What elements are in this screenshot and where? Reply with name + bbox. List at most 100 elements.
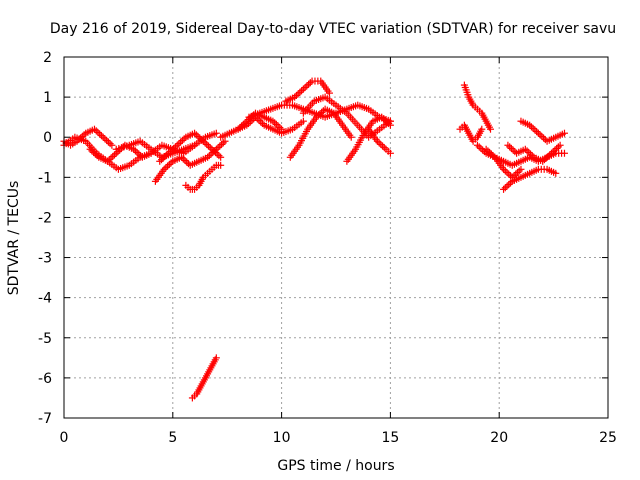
data-point <box>541 136 549 144</box>
data-point <box>552 169 560 177</box>
data-point <box>501 167 509 175</box>
data-point <box>517 165 525 173</box>
y-tick-label: 1 <box>43 90 52 106</box>
data-point <box>108 141 116 149</box>
data-point <box>99 133 107 141</box>
data-point <box>500 185 508 193</box>
data-point <box>501 184 509 192</box>
data-point <box>531 126 539 134</box>
data-point <box>179 155 187 163</box>
data-point <box>192 131 200 139</box>
x-tick-label: 5 <box>168 430 177 446</box>
data-point <box>473 141 481 149</box>
data-point <box>110 151 118 159</box>
data-point <box>218 140 226 148</box>
data-point <box>554 143 562 151</box>
data-point <box>503 169 511 177</box>
data-points <box>60 77 568 402</box>
data-point <box>529 124 537 132</box>
data-point <box>106 140 114 148</box>
y-tick-label: -4 <box>38 291 52 307</box>
y-tick-label: -2 <box>38 210 52 226</box>
data-point <box>475 143 483 151</box>
data-point <box>523 147 531 155</box>
data-point <box>204 142 212 150</box>
grid-lines <box>64 57 608 418</box>
chart-title: Day 216 of 2019, Sidereal Day-to-day VTE… <box>50 21 616 37</box>
data-point <box>538 132 546 140</box>
plot-frame <box>63 56 609 419</box>
data-point <box>109 152 117 160</box>
data-point <box>212 354 220 362</box>
data-point <box>325 89 333 97</box>
data-point <box>216 142 224 150</box>
data-point <box>504 141 512 149</box>
data-point <box>257 118 265 126</box>
data-point <box>556 141 564 149</box>
data-point <box>203 140 211 148</box>
y-tick-labels: -7 -6 -5 -4 -3 -2 -1 0 1 2 <box>38 50 52 427</box>
data-point <box>478 125 486 133</box>
x-tick-labels: 0 5 10 15 20 25 <box>60 430 617 446</box>
data-point <box>377 140 385 148</box>
data-point <box>375 139 383 147</box>
data-point <box>178 136 186 144</box>
y-tick-label: -7 <box>38 411 52 427</box>
data-point <box>534 129 542 137</box>
y-tick-label: -6 <box>38 371 52 387</box>
data-point <box>301 83 309 91</box>
y-tick-label: -3 <box>38 251 52 267</box>
data-point <box>217 161 225 169</box>
data-point <box>165 160 173 168</box>
data-point <box>272 120 280 128</box>
data-point <box>505 170 513 178</box>
data-point <box>101 135 109 143</box>
data-point <box>217 153 225 161</box>
data-point <box>299 85 307 93</box>
data-point <box>298 87 306 95</box>
data-point <box>294 90 302 98</box>
data-point <box>380 144 388 152</box>
x-tick-label: 15 <box>381 430 399 446</box>
y-tick-label: 0 <box>43 130 52 146</box>
data-point <box>184 160 192 168</box>
data-point <box>299 117 307 125</box>
x-tick-label: 20 <box>490 430 508 446</box>
data-point <box>515 167 523 175</box>
data-point <box>306 79 314 87</box>
y-tick-label: 2 <box>43 50 52 66</box>
y-tick-label: -5 <box>38 331 52 347</box>
data-point <box>162 164 170 172</box>
data-point <box>379 142 387 150</box>
data-point <box>215 152 223 160</box>
data-point <box>507 144 515 152</box>
data-point <box>92 127 100 135</box>
data-point <box>96 130 104 138</box>
data-point <box>212 129 220 137</box>
data-point <box>347 133 355 141</box>
data-point <box>296 88 304 96</box>
data-point <box>303 82 311 90</box>
data-point <box>560 129 568 137</box>
data-point <box>221 137 229 145</box>
data-point <box>386 121 394 129</box>
x-tick-label: 10 <box>273 430 291 446</box>
data-point <box>551 146 559 154</box>
data-point <box>511 148 519 156</box>
data-point <box>505 181 513 189</box>
x-axis-label: GPS time / hours <box>277 458 394 474</box>
data-point <box>486 125 494 133</box>
data-point <box>177 138 185 146</box>
data-point <box>386 149 394 157</box>
data-point <box>103 136 111 144</box>
x-tick-label: 0 <box>60 430 69 446</box>
data-point <box>479 146 487 154</box>
data-point <box>97 132 105 140</box>
data-point <box>560 149 568 157</box>
data-point <box>513 169 521 177</box>
data-point <box>104 138 112 146</box>
data-point <box>175 140 183 148</box>
data-point <box>164 162 172 170</box>
data-point <box>477 144 485 152</box>
data-point <box>533 128 541 136</box>
